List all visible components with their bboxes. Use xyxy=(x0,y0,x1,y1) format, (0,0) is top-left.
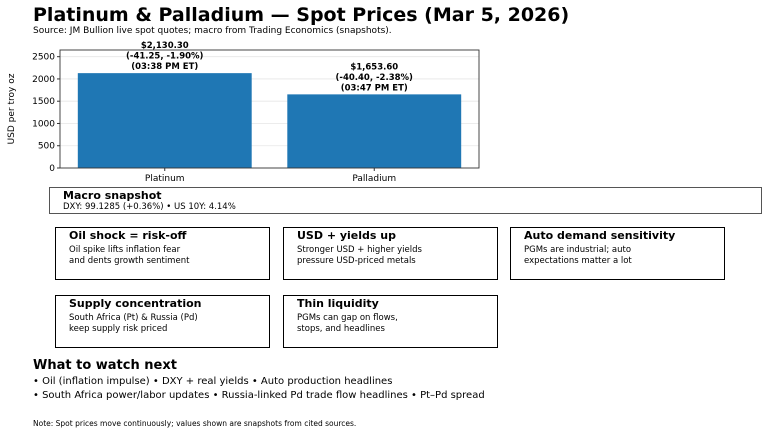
data-label: $2,130.30 xyxy=(141,41,189,51)
macro-text: DXY: 99.1285 (+0.36%) • US 10Y: 4.14% xyxy=(63,202,236,212)
page-title: Platinum & Palladium — Spot Prices (Mar … xyxy=(33,4,570,26)
data-label: (-41.25, -1.90%) xyxy=(126,52,204,62)
card-title: USD + yields up xyxy=(297,229,396,242)
card-body: PGMs can gap on flows, stops, and headli… xyxy=(297,313,398,334)
card-body: South Africa (Pt) & Russia (Pd) keep sup… xyxy=(69,313,198,334)
card-body: Stronger USD + higher yields pressure US… xyxy=(297,245,422,266)
y-tick-label: 1000 xyxy=(32,119,55,129)
data-label: (03:38 PM ET) xyxy=(131,62,198,72)
card-liquidity: Thin liquidity PGMs can gap on flows, sto… xyxy=(283,295,498,348)
x-tick-label: Palladium xyxy=(352,174,396,184)
card-body: PGMs are industrial; auto expectations m… xyxy=(524,245,632,266)
card-title: Oil shock = risk-off xyxy=(69,229,187,242)
bar-palladium xyxy=(287,94,462,168)
data-label: $1,653.60 xyxy=(350,62,398,72)
y-tick-label: 0 xyxy=(49,164,55,174)
watch-line-1: • Oil (inflation impulse) • DXY + real y… xyxy=(33,376,393,387)
card-usd-yields: USD + yields up Stronger USD + higher yie… xyxy=(283,227,498,280)
card-title: Supply concentration xyxy=(69,297,202,310)
bar-chart: 05001000150020002500Platinum$2,130.30(-4… xyxy=(7,41,480,184)
card-body: Oil spike lifts inflation fear and dents… xyxy=(69,245,190,266)
card-title: Thin liquidity xyxy=(297,297,379,310)
y-axis-label: USD per troy oz xyxy=(7,73,17,144)
plot-frame xyxy=(59,49,480,169)
data-label: (-40.40, -2.38%) xyxy=(336,73,414,83)
footnote: Note: Spot prices move continuously; val… xyxy=(33,419,357,428)
watch-line-2: • South Africa power/labor updates • Rus… xyxy=(33,390,485,401)
y-tick-label: 2000 xyxy=(32,75,55,85)
card-supply: Supply concentration South Africa (Pt) & … xyxy=(55,295,270,348)
y-tick-label: 2500 xyxy=(32,53,55,63)
data-label: (03:47 PM ET) xyxy=(341,83,408,93)
card-auto-demand: Auto demand sensitivity PGMs are industri… xyxy=(510,227,725,280)
bar-platinum xyxy=(77,73,252,168)
subtitle: Source: JM Bullion live spot quotes; mac… xyxy=(33,26,392,36)
macro-title: Macro snapshot xyxy=(63,189,162,202)
card-oil-shock: Oil shock = risk-off Oil spike lifts infl… xyxy=(55,227,270,280)
y-tick-label: 1500 xyxy=(32,97,55,107)
x-tick-label: Platinum xyxy=(145,174,185,184)
card-title: Auto demand sensitivity xyxy=(524,229,676,242)
macro-snapshot-box: Macro snapshot DXY: 99.1285 (+0.36%) • U… xyxy=(49,187,762,214)
y-tick-label: 500 xyxy=(38,142,55,152)
watch-title: What to watch next xyxy=(33,358,177,373)
